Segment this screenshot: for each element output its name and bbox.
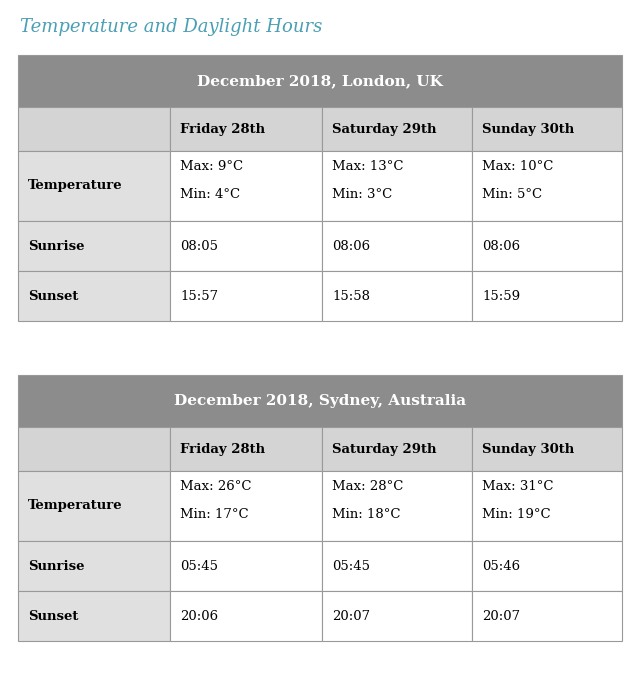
Bar (170, 591, 322, 641)
Bar (170, 107, 322, 151)
Bar (170, 427, 322, 471)
Bar (322, 221, 472, 271)
Bar (322, 427, 472, 471)
Bar (18, 375, 622, 427)
Text: Sunday 30th: Sunday 30th (482, 443, 574, 456)
Text: Sunset: Sunset (28, 289, 78, 303)
Bar (18, 471, 170, 541)
Text: 05:45: 05:45 (332, 559, 370, 572)
Text: Friday 28th: Friday 28th (180, 443, 265, 456)
Text: 20:07: 20:07 (332, 610, 370, 623)
Text: 15:58: 15:58 (332, 289, 370, 303)
Bar (322, 271, 472, 321)
Bar (170, 151, 322, 221)
Text: 08:06: 08:06 (332, 240, 370, 253)
Bar (472, 471, 622, 541)
Text: Sunrise: Sunrise (28, 559, 84, 572)
Text: 08:05: 08:05 (180, 240, 218, 253)
Bar (18, 55, 622, 107)
Bar (322, 151, 472, 221)
Bar (322, 471, 472, 541)
Bar (472, 107, 622, 151)
Text: December 2018, London, UK: December 2018, London, UK (197, 74, 443, 88)
Bar (322, 107, 472, 151)
Text: 20:07: 20:07 (482, 610, 520, 623)
Text: Max: 28°C: Max: 28°C (332, 480, 403, 493)
Bar (472, 427, 622, 471)
Text: Saturday 29th: Saturday 29th (332, 122, 436, 136)
Bar (18, 107, 170, 151)
Text: Temperature: Temperature (28, 500, 123, 513)
Text: Min: 19°C: Min: 19°C (482, 508, 550, 521)
Text: 08:06: 08:06 (482, 240, 520, 253)
Bar (472, 151, 622, 221)
Text: Saturday 29th: Saturday 29th (332, 443, 436, 456)
Bar (18, 151, 170, 221)
Text: Max: 10°C: Max: 10°C (482, 160, 554, 172)
Bar (18, 591, 170, 641)
Bar (18, 427, 170, 471)
Text: Max: 13°C: Max: 13°C (332, 160, 403, 172)
Text: Temperature and Daylight Hours: Temperature and Daylight Hours (20, 18, 323, 36)
Bar (472, 221, 622, 271)
Bar (472, 591, 622, 641)
Text: Sunrise: Sunrise (28, 240, 84, 253)
Text: Min: 3°C: Min: 3°C (332, 188, 392, 201)
Bar (472, 271, 622, 321)
Text: Min: 5°C: Min: 5°C (482, 188, 542, 201)
Text: 20:06: 20:06 (180, 610, 218, 623)
Text: Max: 31°C: Max: 31°C (482, 480, 554, 493)
Bar (18, 271, 170, 321)
Text: Temperature: Temperature (28, 179, 123, 193)
Bar (170, 271, 322, 321)
Text: 05:46: 05:46 (482, 559, 520, 572)
Text: Sunset: Sunset (28, 610, 78, 623)
Text: Min: 17°C: Min: 17°C (180, 508, 248, 521)
Bar (170, 471, 322, 541)
Bar (322, 541, 472, 591)
Bar (18, 221, 170, 271)
Text: Sunday 30th: Sunday 30th (482, 122, 574, 136)
Text: 15:57: 15:57 (180, 289, 218, 303)
Bar (170, 541, 322, 591)
Text: 15:59: 15:59 (482, 289, 520, 303)
Bar (170, 221, 322, 271)
Bar (18, 541, 170, 591)
Bar (472, 541, 622, 591)
Text: Min: 18°C: Min: 18°C (332, 508, 401, 521)
Text: Min: 4°C: Min: 4°C (180, 188, 240, 201)
Text: Max: 26°C: Max: 26°C (180, 480, 252, 493)
Text: Friday 28th: Friday 28th (180, 122, 265, 136)
Bar (322, 591, 472, 641)
Text: December 2018, Sydney, Australia: December 2018, Sydney, Australia (174, 394, 466, 408)
Text: Max: 9°C: Max: 9°C (180, 160, 243, 172)
Text: 05:45: 05:45 (180, 559, 218, 572)
